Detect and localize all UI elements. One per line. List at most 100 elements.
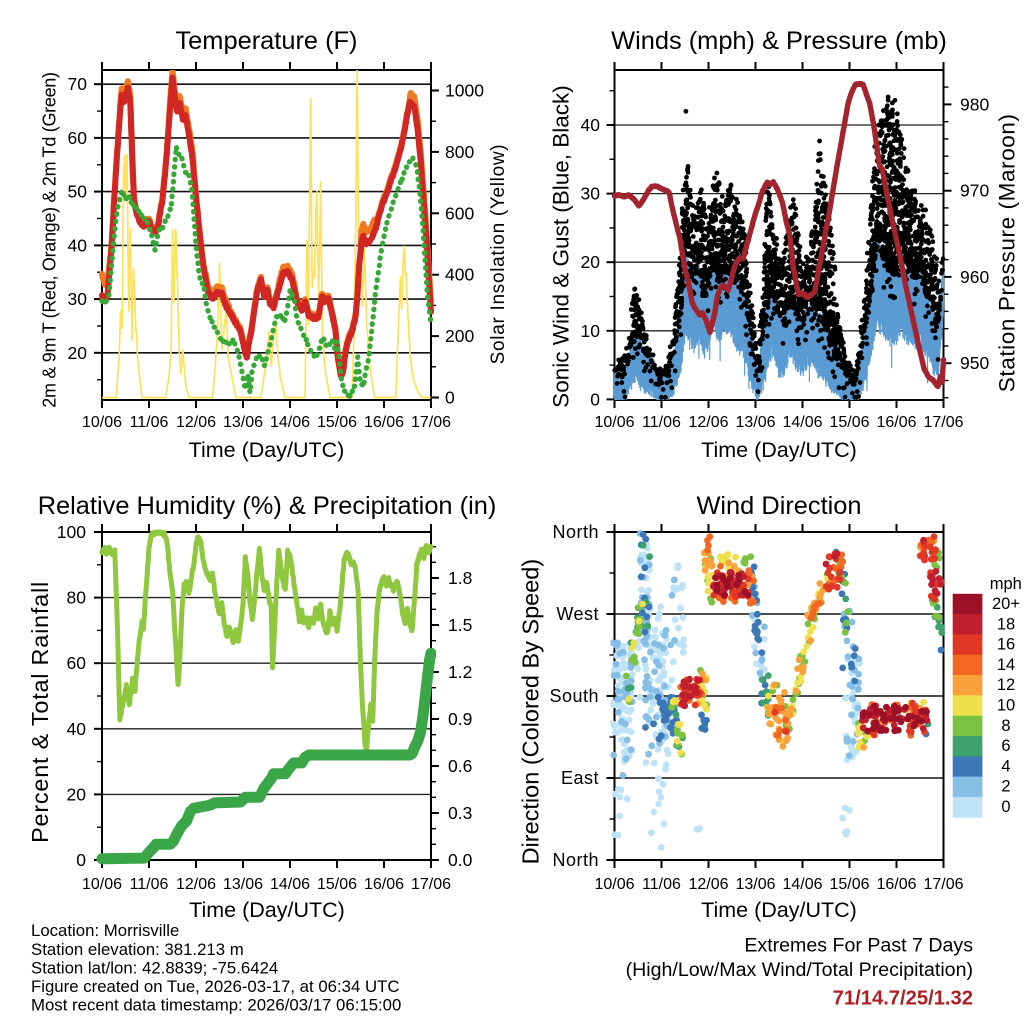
svg-text:40: 40 bbox=[68, 235, 88, 255]
svg-text:200: 200 bbox=[445, 326, 474, 346]
svg-text:11/06: 11/06 bbox=[130, 414, 169, 431]
svg-text:20: 20 bbox=[67, 784, 87, 804]
svg-text:970: 970 bbox=[960, 181, 989, 201]
svg-text:10/06: 10/06 bbox=[82, 876, 122, 893]
svg-text:Wind Direction: Wind Direction bbox=[696, 492, 861, 520]
svg-text:1.8: 1.8 bbox=[448, 568, 472, 588]
svg-text:16: 16 bbox=[997, 636, 1015, 654]
svg-text:16/06: 16/06 bbox=[364, 876, 404, 893]
svg-text:2m & 9m T (Red, Orange) & 2m T: 2m & 9m T (Red, Orange) & 2m Td (Green) bbox=[40, 72, 60, 407]
svg-text:80: 80 bbox=[67, 588, 87, 608]
svg-text:1000: 1000 bbox=[445, 81, 484, 101]
svg-text:Time (Day/UTC): Time (Day/UTC) bbox=[189, 898, 345, 922]
svg-text:14: 14 bbox=[997, 656, 1015, 674]
svg-text:20+: 20+ bbox=[992, 595, 1020, 613]
svg-text:16/06: 16/06 bbox=[364, 414, 404, 431]
svg-text:11/06: 11/06 bbox=[642, 876, 681, 893]
svg-text:20: 20 bbox=[581, 252, 601, 272]
svg-text:2: 2 bbox=[1001, 778, 1010, 796]
svg-text:100: 100 bbox=[57, 522, 86, 542]
svg-text:Time (Day/UTC): Time (Day/UTC) bbox=[701, 438, 857, 462]
svg-text:Station Pressure (Maroon): Station Pressure (Maroon) bbox=[995, 113, 1020, 392]
svg-text:10/06: 10/06 bbox=[82, 414, 122, 431]
svg-text:Most recent data timestamp: 20: Most recent data timestamp: 2026/03/17 0… bbox=[31, 996, 401, 1015]
svg-text:0.0: 0.0 bbox=[448, 850, 473, 870]
svg-text:17/06: 17/06 bbox=[411, 876, 451, 893]
svg-text:10/06: 10/06 bbox=[594, 876, 634, 893]
svg-text:10: 10 bbox=[581, 321, 601, 341]
svg-text:16/06: 16/06 bbox=[876, 414, 916, 431]
svg-text:1.2: 1.2 bbox=[448, 662, 472, 682]
svg-text:12/06: 12/06 bbox=[688, 414, 728, 431]
svg-text:14/06: 14/06 bbox=[270, 876, 310, 893]
svg-text:15/06: 15/06 bbox=[829, 414, 869, 431]
svg-text:30: 30 bbox=[68, 289, 88, 309]
svg-text:13/06: 13/06 bbox=[735, 414, 775, 431]
svg-text:10/06: 10/06 bbox=[594, 414, 634, 431]
svg-text:North: North bbox=[552, 522, 599, 542]
svg-text:1.5: 1.5 bbox=[448, 615, 472, 635]
svg-text:13/06: 13/06 bbox=[223, 414, 263, 431]
svg-text:0: 0 bbox=[445, 388, 455, 408]
svg-text:15/06: 15/06 bbox=[829, 876, 869, 893]
svg-text:15/06: 15/06 bbox=[317, 876, 357, 893]
svg-text:30: 30 bbox=[581, 184, 601, 204]
svg-text:Temperature (F): Temperature (F) bbox=[175, 27, 357, 55]
svg-text:Sonic Wind & Gust (Blue, Black: Sonic Wind & Gust (Blue, Black) bbox=[548, 85, 573, 408]
svg-text:North: North bbox=[552, 850, 599, 870]
svg-text:950: 950 bbox=[960, 353, 989, 373]
svg-text:0: 0 bbox=[590, 389, 600, 409]
svg-text:40: 40 bbox=[67, 719, 87, 739]
svg-text:Relative Humidity (%) & Precip: Relative Humidity (%) & Precipitation (i… bbox=[38, 492, 497, 520]
svg-text:0: 0 bbox=[1001, 798, 1010, 816]
svg-text:18: 18 bbox=[997, 615, 1015, 633]
svg-text:17/06: 17/06 bbox=[411, 414, 451, 431]
svg-text:71/14.7/25/1.32: 71/14.7/25/1.32 bbox=[833, 988, 973, 1010]
svg-text:8: 8 bbox=[1001, 717, 1010, 735]
svg-text:Solar Insolation (Yellow): Solar Insolation (Yellow) bbox=[488, 144, 509, 365]
svg-text:Percent & Total Rainfall: Percent & Total Rainfall bbox=[27, 581, 53, 843]
svg-text:Location: Morrisville: Location: Morrisville bbox=[31, 921, 179, 940]
svg-text:Extremes For Past 7 Days: Extremes For Past 7 Days bbox=[744, 935, 973, 957]
svg-text:40: 40 bbox=[581, 115, 601, 135]
svg-text:12/06: 12/06 bbox=[176, 876, 216, 893]
svg-text:Figure created on Tue, 2026-03: Figure created on Tue, 2026-03-17, at 06… bbox=[31, 977, 399, 996]
svg-text:Station elevation: 381.213 m: Station elevation: 381.213 m bbox=[31, 940, 244, 959]
svg-text:12: 12 bbox=[997, 676, 1015, 694]
svg-text:South: South bbox=[549, 686, 599, 706]
svg-text:17/06: 17/06 bbox=[923, 414, 963, 431]
svg-text:14/06: 14/06 bbox=[782, 414, 822, 431]
svg-text:980: 980 bbox=[960, 94, 989, 114]
svg-text:Winds (mph) & Pressure (mb): Winds (mph) & Pressure (mb) bbox=[611, 27, 947, 55]
svg-text:11/06: 11/06 bbox=[130, 876, 169, 893]
svg-text:Station lat/lon: 42.8839; -75.: Station lat/lon: 42.8839; -75.6424 bbox=[31, 958, 278, 977]
svg-text:70: 70 bbox=[68, 74, 88, 94]
svg-text:10: 10 bbox=[997, 697, 1015, 715]
svg-text:60: 60 bbox=[68, 128, 88, 148]
svg-text:17/06: 17/06 bbox=[923, 876, 963, 893]
svg-text:0.3: 0.3 bbox=[448, 803, 472, 823]
svg-text:12/06: 12/06 bbox=[176, 414, 216, 431]
svg-text:16/06: 16/06 bbox=[876, 876, 916, 893]
svg-text:13/06: 13/06 bbox=[735, 876, 775, 893]
svg-text:960: 960 bbox=[960, 267, 989, 287]
svg-text:Time (Day/UTC): Time (Day/UTC) bbox=[701, 898, 857, 922]
svg-text:60: 60 bbox=[67, 653, 87, 673]
svg-text:14/06: 14/06 bbox=[270, 414, 310, 431]
svg-text:East: East bbox=[561, 768, 599, 788]
svg-text:6: 6 bbox=[1001, 737, 1010, 755]
svg-text:20: 20 bbox=[68, 343, 88, 363]
svg-text:50: 50 bbox=[68, 182, 88, 202]
svg-text:12/06: 12/06 bbox=[688, 876, 728, 893]
svg-text:Direction (Colored By Speed): Direction (Colored By Speed) bbox=[518, 559, 544, 865]
svg-text:West: West bbox=[556, 604, 599, 624]
svg-text:14/06: 14/06 bbox=[782, 876, 822, 893]
svg-text:(High/Low/Max Wind/Total Preci: (High/Low/Max Wind/Total Precipitation) bbox=[626, 959, 973, 981]
svg-text:0: 0 bbox=[76, 850, 86, 870]
svg-text:0.6: 0.6 bbox=[448, 756, 472, 776]
svg-text:4: 4 bbox=[1001, 757, 1010, 775]
svg-text:11/06: 11/06 bbox=[642, 414, 681, 431]
svg-text:800: 800 bbox=[445, 142, 474, 162]
svg-text:600: 600 bbox=[445, 203, 474, 223]
svg-text:Time (Day/UTC): Time (Day/UTC) bbox=[189, 438, 345, 462]
